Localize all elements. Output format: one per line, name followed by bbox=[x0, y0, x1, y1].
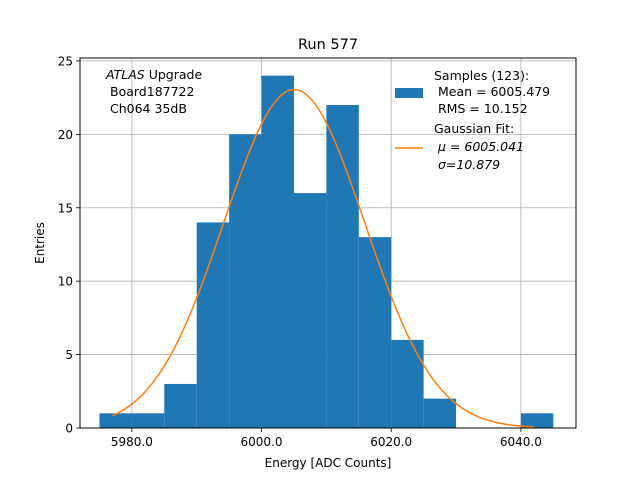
histogram-bar-8 bbox=[358, 237, 392, 428]
atlas-italic-label: ATLAS bbox=[105, 67, 145, 82]
atlas-annotation: ATLAS Upgrade Board187722 Ch064 35dB bbox=[105, 67, 202, 116]
y-tick-label-3: 15 bbox=[58, 201, 73, 215]
annotation-channel: Ch064 35dB bbox=[110, 101, 187, 116]
legend-hist-rms: RMS = 10.152 bbox=[438, 101, 528, 116]
histogram-bar-6 bbox=[293, 193, 327, 428]
histogram-bar-2 bbox=[164, 383, 197, 428]
legend: Samples (123): Mean = 6005.479 RMS = 10.… bbox=[395, 68, 550, 172]
chart-title: Run 577 bbox=[298, 37, 358, 53]
histogram-bar-3 bbox=[196, 222, 230, 428]
histogram-bar-10 bbox=[423, 398, 457, 428]
histogram-bar-0 bbox=[99, 413, 132, 428]
histogram-bar-13 bbox=[520, 413, 554, 428]
x-tick-label-3: 6040.0 bbox=[500, 435, 542, 449]
legend-hist-swatch bbox=[395, 88, 423, 98]
y-tick-label-4: 20 bbox=[58, 128, 73, 142]
y-tick-label-0: 0 bbox=[65, 422, 73, 436]
histogram-bar-4 bbox=[229, 134, 262, 428]
gaussian-fit bbox=[112, 88, 534, 428]
plot-frame bbox=[79, 57, 577, 429]
annotation-line-1: ATLAS Upgrade bbox=[105, 67, 202, 82]
y-axis-ticks: 0 5 10 15 20 25 bbox=[58, 54, 80, 436]
histogram-bar-9 bbox=[391, 339, 424, 428]
histogram-bars bbox=[99, 75, 554, 428]
histogram-bar-5 bbox=[261, 75, 294, 428]
legend-fit-mu: μ = 6005.041 bbox=[437, 139, 524, 154]
y-tick-label-1: 5 bbox=[65, 348, 73, 362]
legend-hist-mean: Mean = 6005.479 bbox=[438, 84, 550, 99]
legend-fit-title: Gaussian Fit: bbox=[434, 121, 514, 136]
legend-hist-title: Samples (123): bbox=[434, 68, 529, 83]
x-tick-label-1: 6000.0 bbox=[241, 435, 283, 449]
fit-curve-line bbox=[112, 88, 534, 428]
y-tick-label-5: 25 bbox=[58, 54, 73, 68]
histogram-bar-7 bbox=[326, 104, 359, 428]
annotation-board: Board187722 bbox=[110, 84, 194, 99]
x-axis-label: Energy [ADC Counts] bbox=[265, 456, 392, 470]
y-tick-label-2: 10 bbox=[58, 275, 73, 289]
y-axis-label: Entries bbox=[33, 222, 47, 264]
x-tick-label-0: 5980.0 bbox=[111, 435, 153, 449]
annotation-upgrade-label: Upgrade bbox=[145, 67, 203, 82]
x-axis-ticks: 5980.0 6000.0 6020.0 6040.0 bbox=[111, 428, 542, 449]
legend-fit-sigma: σ=10.879 bbox=[438, 157, 500, 172]
histogram-bar-1 bbox=[131, 413, 165, 428]
x-tick-label-2: 6020.0 bbox=[370, 435, 412, 449]
